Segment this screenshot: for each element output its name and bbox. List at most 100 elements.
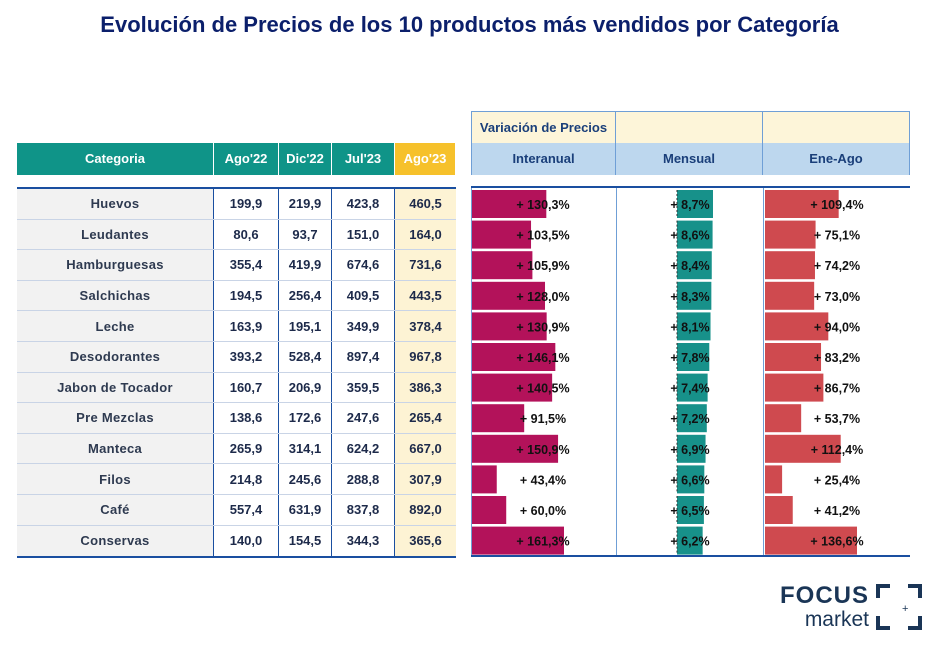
- price-cell-ago22: 194,5: [214, 280, 279, 311]
- bar-interanual: [472, 404, 525, 433]
- bar-mensual: [677, 404, 707, 433]
- price-cell-ago22: 140,0: [214, 525, 279, 557]
- header-interanual: Interanual: [471, 143, 616, 175]
- bar-label-mensual: + 8,7%: [670, 198, 709, 212]
- row-category: Hamburguesas: [17, 250, 214, 280]
- row-category: Leche: [17, 311, 214, 341]
- bar-label-interanual: + 130,9%: [516, 320, 569, 334]
- panel-separator: [763, 188, 764, 555]
- price-cell-ago23: 892,0: [395, 494, 456, 525]
- price-cell-dic22: 256,4: [279, 280, 332, 311]
- price-cell-ago23: 731,6: [395, 250, 456, 280]
- row-category: Desodorantes: [17, 341, 214, 372]
- table-row: Desodorantes 393,2 528,4 897,4 967,8: [17, 341, 456, 373]
- price-table: Huevos 199,9 219,9 423,8 460,5 Leudantes 80,6 9…: [17, 187, 456, 559]
- bar-interanual: [472, 251, 533, 280]
- page-title: Evolución de Precios de los 10 productos…: [100, 12, 839, 37]
- variation-header-blank: [616, 112, 763, 144]
- bar-label-interanual: + 161,3%: [516, 535, 569, 549]
- row-category: Salchichas: [17, 280, 214, 311]
- bar-interanual: [472, 312, 547, 341]
- table-row: Salchichas 194,5 256,4 409,5 443,5: [17, 280, 456, 312]
- header-ago22: Ago'22: [214, 143, 279, 175]
- bar-label-mensual: + 6,9%: [670, 443, 709, 457]
- price-cell-ago23: 378,4: [395, 311, 456, 341]
- bar-eneago: [765, 312, 829, 341]
- row-category: Filos: [17, 464, 214, 494]
- variation-subheader: Interanual Mensual Ene-Ago: [471, 143, 910, 175]
- bar-eneago: [765, 434, 841, 463]
- bar-eneago: [765, 496, 793, 524]
- bar-eneago: [765, 343, 822, 371]
- bar-eneago: [765, 465, 783, 494]
- bar-label-mensual: + 8,4%: [670, 259, 709, 273]
- bar-eneago: [765, 526, 857, 555]
- bar-label-mensual: + 7,4%: [670, 382, 709, 396]
- bar-mensual: [677, 526, 703, 555]
- table-row: Hamburguesas 355,4 419,9 674,6 731,6: [17, 250, 456, 281]
- price-cell-dic22: 219,9: [279, 189, 332, 219]
- price-cell-ago23: 365,6: [395, 525, 456, 557]
- row-category: Jabon de Tocador: [17, 372, 214, 403]
- bar-label-interanual: + 128,0%: [516, 290, 569, 304]
- bar-label-mensual: + 8,6%: [670, 229, 709, 243]
- bar-label-interanual: + 150,9%: [516, 443, 569, 457]
- price-cell-dic22: 206,9: [279, 372, 332, 403]
- price-cell-ago23: 265,4: [395, 403, 456, 433]
- price-cell-jul23: 897,4: [332, 341, 395, 372]
- bar-label-interanual: + 130,3%: [516, 198, 569, 212]
- price-cell-jul23: 288,8: [332, 464, 395, 494]
- price-cell-ago22: 80,6: [214, 219, 279, 250]
- price-cell-ago23: 667,0: [395, 433, 456, 464]
- price-cell-jul23: 359,5: [332, 372, 395, 403]
- price-cell-ago23: 967,8: [395, 341, 456, 372]
- price-cell-ago22: 160,7: [214, 372, 279, 403]
- panel-separator: [471, 188, 472, 555]
- bar-label-eneago: + 41,2%: [814, 504, 860, 518]
- price-cell-dic22: 631,9: [279, 494, 332, 525]
- price-cell-dic22: 93,7: [279, 219, 332, 250]
- bar-label-mensual: + 8,1%: [670, 320, 709, 334]
- table-header: Categoria Ago'22 Dic'22 Jul'23 Ago'23: [17, 143, 456, 175]
- price-cell-ago23: 164,0: [395, 219, 456, 250]
- bar-interanual: [472, 343, 556, 371]
- bar-interanual: [472, 526, 564, 555]
- price-cell-jul23: 423,8: [332, 189, 395, 219]
- panel-separator: [616, 188, 617, 555]
- bar-interanual: [472, 220, 532, 249]
- row-category: Huevos: [17, 189, 214, 219]
- bar-label-interanual: + 105,9%: [516, 259, 569, 273]
- bar-mensual: [677, 251, 712, 280]
- bar-label-mensual: + 7,8%: [670, 351, 709, 365]
- bar-interanual: [472, 496, 507, 524]
- bar-label-eneago: + 74,2%: [814, 259, 860, 273]
- price-cell-jul23: 837,8: [332, 494, 395, 525]
- bar-label-interanual: + 140,5%: [516, 382, 569, 396]
- bar-mensual: [677, 496, 704, 524]
- bar-label-eneago: + 53,7%: [814, 412, 860, 426]
- bar-label-mensual: + 6,2%: [670, 535, 709, 549]
- bar-label-interanual: + 91,5%: [520, 412, 566, 426]
- price-cell-ago22: 138,6: [214, 403, 279, 433]
- bar-mensual: [677, 434, 706, 463]
- price-cell-ago23: 386,3: [395, 372, 456, 403]
- logo-frame-icon: +: [876, 584, 922, 630]
- price-cell-ago22: 214,8: [214, 464, 279, 494]
- bar-label-eneago: + 75,1%: [814, 229, 860, 243]
- table-row: Leudantes 80,6 93,7 151,0 164,0: [17, 219, 456, 251]
- bar-mensual: [677, 281, 712, 310]
- price-cell-jul23: 247,6: [332, 403, 395, 433]
- bar-mensual: [677, 343, 710, 371]
- price-cell-ago22: 163,9: [214, 311, 279, 341]
- header-ago23: Ago'23: [395, 143, 456, 175]
- logo-market: market: [804, 608, 869, 631]
- price-cell-ago22: 355,4: [214, 250, 279, 280]
- price-cell-dic22: 154,5: [279, 525, 332, 557]
- price-cell-ago22: 557,4: [214, 494, 279, 525]
- table-row: Jabon de Tocador 160,7 206,9 359,5 386,3: [17, 372, 456, 404]
- bar-label-mensual: + 7,2%: [670, 412, 709, 426]
- bar-eneago: [765, 404, 802, 433]
- price-cell-ago23: 443,5: [395, 280, 456, 311]
- bar-label-eneago: + 83,2%: [814, 351, 860, 365]
- price-cell-dic22: 245,6: [279, 464, 332, 494]
